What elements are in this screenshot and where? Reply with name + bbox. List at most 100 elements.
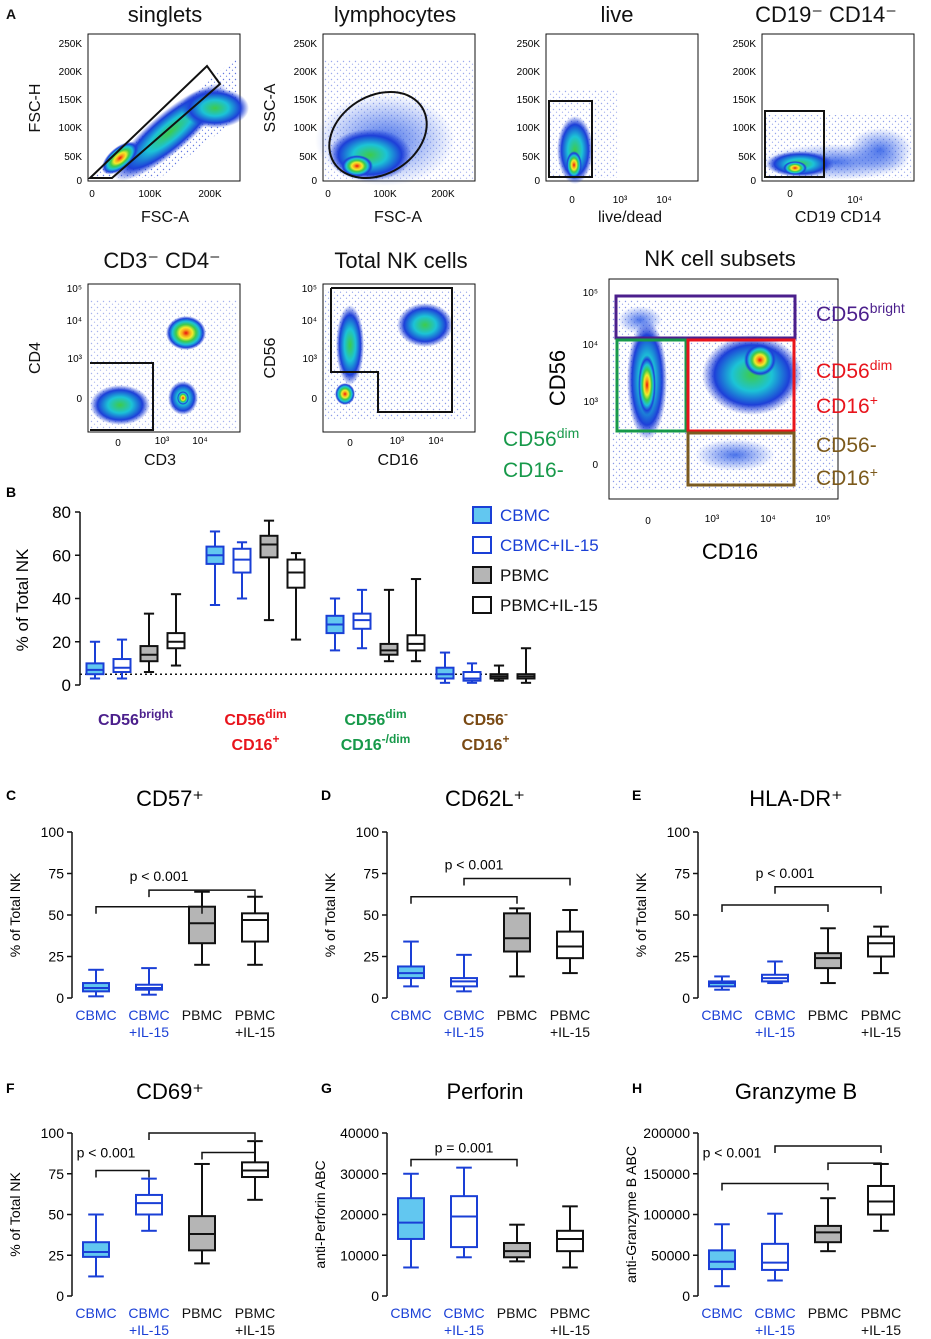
panel-g: G Perforin 0 10000 20000 30000 40000 anti-Perfo… xyxy=(312,1079,590,1338)
x-tick-label: PBMC xyxy=(235,1007,275,1023)
x-label: live/dead xyxy=(598,209,662,226)
box-iqr xyxy=(241,912,269,943)
y-tick-label: 50000 xyxy=(651,1247,690,1263)
box-1-0 xyxy=(205,530,225,606)
plot-title: lymphocytes xyxy=(334,2,456,27)
flow-plot-live: live 250K 200K 150K 100K 50K 0 0 10³ 10⁴… xyxy=(517,2,699,226)
y-label: CD4 xyxy=(27,342,44,374)
y-tick: 10³ xyxy=(303,354,318,365)
x-tick: 10³ xyxy=(155,436,170,447)
x-label: CD3 xyxy=(144,452,176,469)
p-value-annotation: p = 0.001 xyxy=(435,1139,494,1155)
y-tick: 0 xyxy=(76,176,82,187)
y-tick-label: 40000 xyxy=(340,1125,379,1141)
subset-label-neg-pos-2: CD16+ xyxy=(816,464,878,490)
plot-frame xyxy=(761,33,915,182)
box-iqr xyxy=(112,658,132,674)
significance-bracket xyxy=(774,886,882,894)
density-cloud xyxy=(612,300,834,490)
y-tick: 200K xyxy=(733,67,757,78)
box-0-0 xyxy=(85,640,105,680)
significance-bracket xyxy=(201,1151,256,1160)
x-tick-label: CBMC xyxy=(390,1305,431,1321)
y-tick-label: 50 xyxy=(363,907,379,923)
x-ticks: 0 10³ 10⁴ 10⁵ xyxy=(645,514,830,527)
x-tick-label: PBMC xyxy=(808,1305,848,1321)
gate-rect[interactable] xyxy=(764,110,825,178)
y-tick-label: 30000 xyxy=(340,1166,379,1182)
gate-rect[interactable] xyxy=(548,100,593,178)
x-tick-label: PBMC xyxy=(182,1007,222,1023)
box-3-0 xyxy=(435,651,455,684)
x-tick-label-2: +IL-15 xyxy=(550,1322,590,1338)
gate-dim-cd16neg[interactable] xyxy=(615,338,688,433)
box-2-3 xyxy=(406,578,426,663)
box-iqr xyxy=(232,547,252,574)
gate-neg-cd16pos[interactable] xyxy=(686,431,796,487)
y-tick-label: 25 xyxy=(363,949,379,965)
box-3 xyxy=(867,925,895,975)
x-ticks: 0 10⁴ xyxy=(787,189,862,206)
y-tick-label: 10000 xyxy=(340,1247,379,1263)
panel-title: Perforin xyxy=(446,1079,523,1104)
y-tick: 50K xyxy=(64,152,82,163)
gate-dim-cd16pos[interactable] xyxy=(686,338,796,433)
gate-polygon[interactable] xyxy=(87,64,222,179)
x-tick: 0 xyxy=(347,438,353,449)
significance-bracket xyxy=(721,904,829,913)
flow-plot-cd19-cd14: CD19⁻ CD14⁻ 250K 200K 150K 100K 50K 0 0 … xyxy=(733,2,915,226)
box-0 xyxy=(708,975,736,991)
box-0 xyxy=(82,968,110,998)
box-1-1 xyxy=(232,541,252,600)
y-tick: 0 xyxy=(311,176,317,187)
y-tick: 250K xyxy=(517,39,541,50)
box-iqr xyxy=(286,558,306,589)
gate-ellipse[interactable] xyxy=(313,74,443,195)
box-iqr xyxy=(814,952,842,970)
y-tick-label: 75 xyxy=(48,1166,64,1182)
gate-rect[interactable] xyxy=(90,362,154,431)
box-0 xyxy=(397,940,425,988)
x-tick-label: CBMC xyxy=(443,1305,484,1321)
y-tick: 50K xyxy=(299,152,317,163)
x-tick: 0 xyxy=(325,189,331,200)
legend-label: PBMC xyxy=(500,566,549,585)
box-iqr xyxy=(435,666,455,680)
gate-bright[interactable] xyxy=(614,294,797,340)
y-ticks: 250K 200K 150K 100K 50K 0 xyxy=(517,39,541,187)
x-tick: 10⁴ xyxy=(192,436,207,447)
y-tick: 200K xyxy=(517,67,541,78)
box-1 xyxy=(450,953,478,993)
flow-plot-nk-subsets: NK cell subsets 10⁵ 10⁴ 10³ 0 0 10³ 10⁴ … xyxy=(503,246,905,564)
density-cloud xyxy=(760,115,912,180)
x-label: CD16 xyxy=(378,452,419,469)
plot-title: CD19⁻ CD14⁻ xyxy=(755,2,897,27)
y-tick: 200K xyxy=(294,67,318,78)
legend-swatch xyxy=(472,596,492,614)
y-ticks: 250K 200K 150K 100K 50K 0 xyxy=(294,39,318,187)
plot-title: live xyxy=(600,2,633,27)
legend-label: CBMC+IL-15 xyxy=(500,536,599,555)
y-tick-label: 0 xyxy=(56,1288,64,1304)
gate-polygon[interactable] xyxy=(330,287,453,413)
y-ticks: 10⁵ 10⁴ 10³ 0 xyxy=(302,284,318,405)
box-1 xyxy=(450,1166,478,1259)
x-tick-label: PBMC xyxy=(182,1305,222,1321)
y-tick: 250K xyxy=(294,39,318,50)
box-0-1 xyxy=(112,638,132,680)
x-tick-label: PBMC xyxy=(861,1007,901,1023)
y-tick: 10⁴ xyxy=(583,340,598,351)
y-tick: 0 xyxy=(592,460,598,471)
panel-letter-b: B xyxy=(6,484,16,500)
x-label: CD16 xyxy=(702,539,758,564)
y-tick-label: 100 xyxy=(667,824,691,840)
box-2-0 xyxy=(325,597,345,652)
y-tick: 0 xyxy=(534,176,540,187)
box-iqr xyxy=(503,1242,531,1259)
y-tick: 0 xyxy=(311,394,317,405)
box-3 xyxy=(867,1162,895,1232)
box-iqr xyxy=(85,662,105,676)
x-tick-label-2: +IL-15 xyxy=(550,1024,590,1040)
